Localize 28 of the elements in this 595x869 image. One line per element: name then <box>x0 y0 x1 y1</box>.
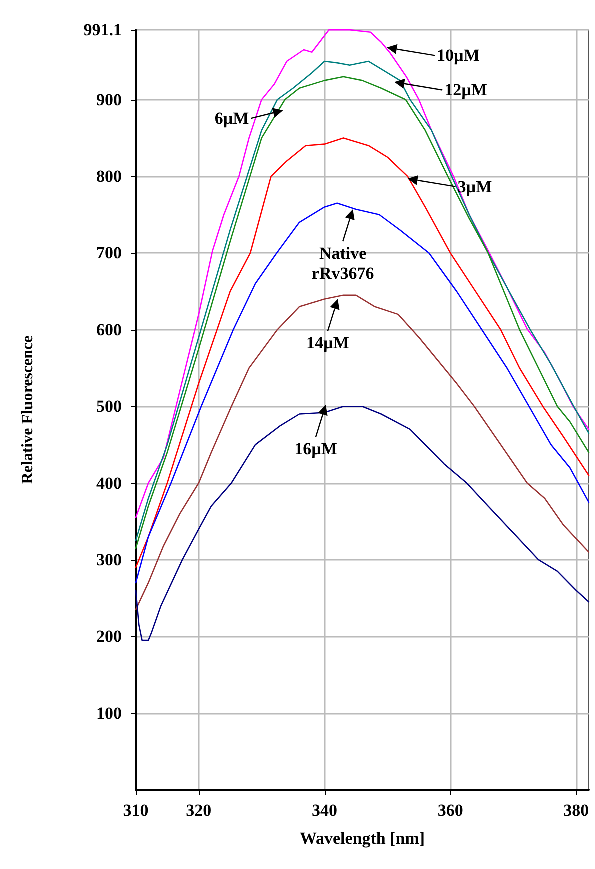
y-tick-label: 800 <box>96 167 122 186</box>
x-tick-label: 340 <box>312 801 338 820</box>
annotation: 14µM <box>306 334 350 353</box>
y-tick-label: 400 <box>96 474 122 493</box>
y-tick-label: 700 <box>96 244 122 263</box>
x-tick-label: 320 <box>186 801 212 820</box>
y-tick-label: 900 <box>96 90 122 110</box>
annotation: 6µM <box>214 109 250 128</box>
x-axis-title: Wavelength [nm] <box>300 829 426 848</box>
line-series <box>135 202 590 584</box>
y-tick-label: 600 <box>96 320 122 340</box>
annotation: 12µM <box>444 80 488 100</box>
x-tick-label: 310 <box>123 801 149 820</box>
x-tick-label: 360 <box>438 801 464 820</box>
y-tick-label: 300 <box>96 550 122 570</box>
annotation: 3µM <box>458 177 492 196</box>
line-series <box>135 294 590 610</box>
annotation: Native rRv3676 <box>312 244 374 284</box>
y-tick-label: 200 <box>96 627 122 646</box>
y-axis-title: Relative Fluorescence <box>20 336 36 484</box>
y-tick-label: 991.1 <box>84 20 122 40</box>
line-series <box>135 405 590 642</box>
annotation: 16µM <box>294 440 338 459</box>
annotation: 10µM <box>437 46 480 66</box>
y-tick-label: 100 <box>96 704 122 723</box>
y-tick-label: 500 <box>96 397 122 416</box>
x-tick-label: 380 <box>564 801 590 820</box>
line-series <box>135 138 590 568</box>
